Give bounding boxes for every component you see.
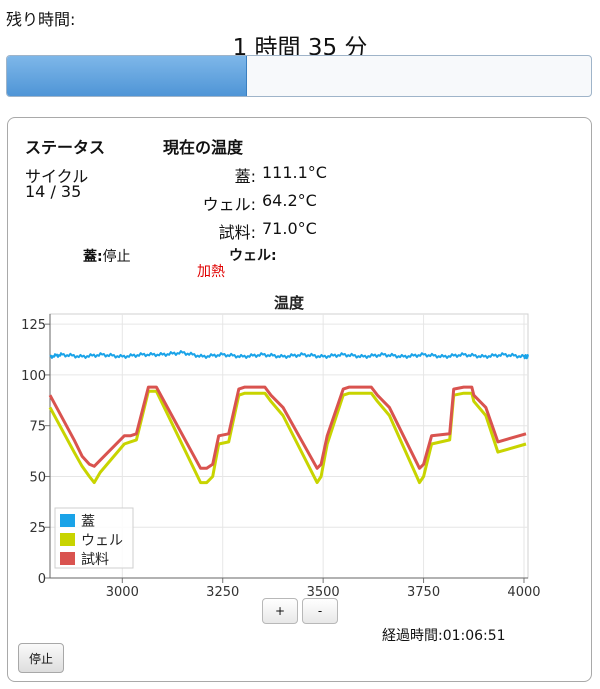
- x-tick-label: 3000: [106, 585, 139, 600]
- progress-bar-fill: [7, 56, 248, 96]
- well-temp-label: ウェル:: [202, 195, 256, 214]
- lid-state-label: 蓋:: [83, 249, 103, 265]
- well-state-value: 加熱: [197, 264, 225, 280]
- legend-item-well-label: ウェル: [81, 533, 123, 549]
- y-tick-label: 0: [38, 572, 46, 587]
- lid-state: 蓋:停止: [83, 246, 131, 266]
- x-tick-label: 3500: [307, 585, 340, 600]
- lid-series-line: [49, 350, 529, 360]
- lid-temp-label: 蓋:: [234, 167, 256, 186]
- cycle-value: 14 / 35: [25, 182, 82, 201]
- sample-temp-value: 71.0°C: [262, 219, 317, 238]
- well-temp-value: 64.2°C: [262, 191, 317, 210]
- x-tick-label: 3750: [407, 585, 440, 600]
- legend-item-lid-swatch: [60, 514, 75, 527]
- cycle-label: サイクル: [25, 167, 89, 186]
- remaining-progress-bar: [6, 55, 592, 97]
- well-state-label: ウェル:: [229, 248, 277, 264]
- chart-title: 温度: [274, 294, 305, 312]
- legend-item-sample-swatch: [60, 552, 75, 565]
- current-temperature-heading: 現在の温度: [163, 138, 244, 157]
- lid-state-value: 停止: [102, 249, 131, 265]
- remaining-time-label: 残り時間:: [6, 10, 76, 29]
- y-tick-label: 100: [21, 369, 46, 384]
- x-tick-label: 3250: [206, 585, 239, 600]
- legend-item-lid-label: 蓋: [81, 514, 95, 530]
- lid-temp-value: 111.1°C: [262, 163, 327, 182]
- y-tick-label: 25: [29, 521, 46, 536]
- temperature-chart: 温度 0 25 50 75 100 125 3000 3250 3500 3750 4000 蓋ウェル試…: [21, 294, 540, 600]
- y-tick-label: 75: [29, 420, 46, 435]
- x-tick-label: 4000: [507, 585, 540, 600]
- legend-item-sample-label: 試料: [81, 552, 109, 568]
- legend-item-well-swatch: [60, 533, 75, 546]
- zoom-in-button[interactable]: +: [262, 598, 298, 624]
- zoom-out-button[interactable]: -: [302, 598, 338, 624]
- sample-series-line: [48, 385, 527, 470]
- status-heading: ステータス: [25, 138, 106, 157]
- y-tick-label: 125: [21, 318, 46, 333]
- y-tick-label: 50: [29, 470, 46, 485]
- stop-button[interactable]: 停止: [18, 643, 64, 673]
- sample-temp-label: 試料:: [218, 223, 256, 242]
- elapsed-time: 経過時間:01:06:51: [382, 628, 506, 644]
